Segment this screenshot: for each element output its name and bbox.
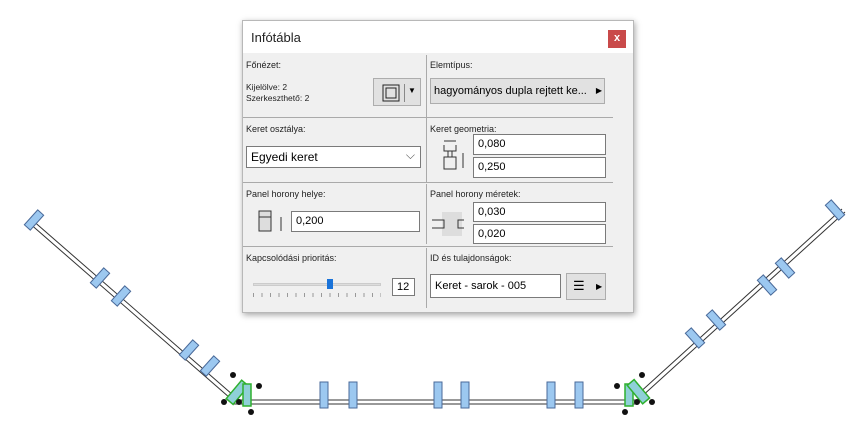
chevron-down-icon: ⌵ [405, 148, 415, 162]
frame-class-value: Egyedi keret [251, 150, 318, 164]
frame-view-icon [382, 84, 400, 102]
id-properties-label: ID és tulajdonságok: [430, 253, 512, 263]
frame-geometry-icon [443, 140, 464, 170]
frame-geometry-label: Keret geometria: [430, 124, 497, 134]
panel-groove-width-input[interactable]: 0,030 [473, 202, 606, 222]
panel-groove-position-input[interactable]: 0,200 [291, 211, 420, 232]
properties-button[interactable]: ☰ ▶ [566, 273, 606, 300]
panel-groove-position-icon [258, 210, 282, 232]
panel-groove-size-icon [432, 212, 464, 236]
close-button[interactable]: x [608, 30, 626, 48]
element-type-label: Elemtípus: [430, 60, 473, 70]
element-type-button[interactable]: hagyományos dupla rejtett ke... ▶ [430, 78, 605, 104]
panel-groove-position-label: Panel horony helye: [246, 189, 326, 199]
frame-width-input[interactable]: 0,080 [473, 134, 606, 155]
priority-slider[interactable] [253, 278, 381, 297]
priority-label: Kapcsolódási prioritás: [246, 253, 337, 263]
frame-depth-input[interactable]: 0,250 [473, 157, 606, 178]
editable-count: Szerkeszthető: 2 [246, 93, 310, 103]
main-view-label: Főnézet: [246, 60, 282, 70]
info-box-dialog: Infótábla x Főnézet: Kijelölve: 2 Szerke… [242, 20, 634, 313]
arrow-right-icon: ▶ [596, 282, 603, 291]
dialog-title: Infótábla [251, 30, 301, 45]
arrow-right-icon: ▶ [595, 86, 602, 95]
chevron-down-icon: ▼ [408, 86, 416, 95]
frame-class-label: Keret osztálya: [246, 124, 306, 134]
panel-groove-size-label: Panel horony méretek: [430, 189, 521, 199]
selected-count: Kijelölve: 2 [246, 82, 288, 92]
frame-class-select[interactable]: Egyedi keret ⌵ [246, 146, 421, 168]
id-input[interactable]: Keret - sarok - 005 [430, 274, 561, 298]
document-icon: ☰ [573, 278, 585, 293]
floor-plan-view-button[interactable]: ▼ [373, 78, 421, 106]
element-type-value: hagyományos dupla rejtett ke... [434, 85, 587, 97]
dialog-title-bar[interactable]: Infótábla x [243, 21, 633, 53]
priority-value-input[interactable]: 12 [392, 278, 415, 296]
panel-groove-depth-input[interactable]: 0,020 [473, 224, 606, 244]
slider-thumb[interactable] [327, 279, 333, 289]
